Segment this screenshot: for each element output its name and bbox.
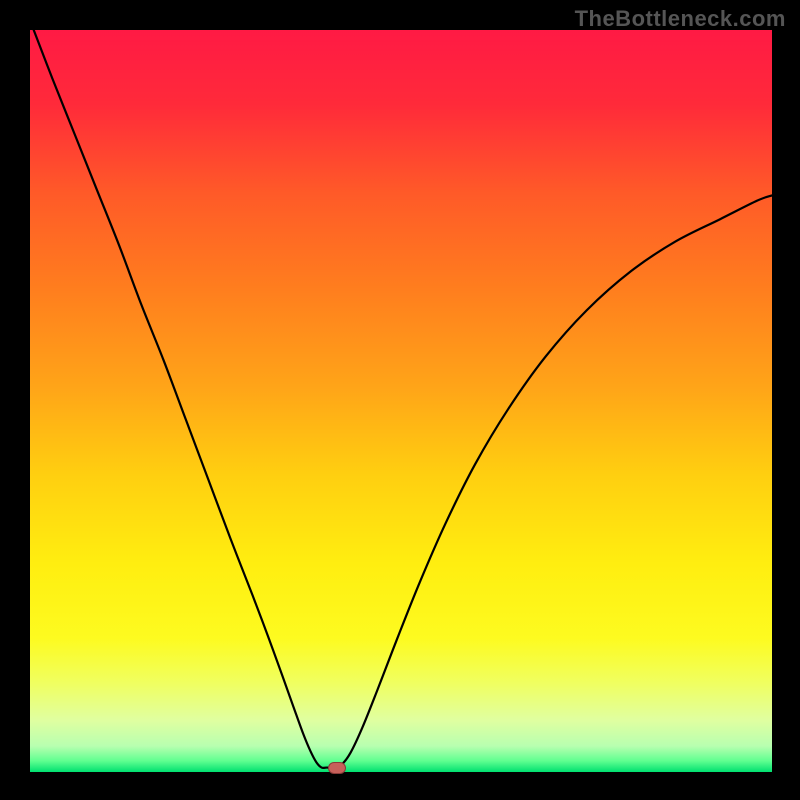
curve-svg [30,30,772,772]
optimal-marker [328,762,346,774]
watermark-text: TheBottleneck.com [575,6,786,32]
chart-container: TheBottleneck.com [0,0,800,800]
plot-background [30,30,772,772]
plot-area [30,30,772,772]
